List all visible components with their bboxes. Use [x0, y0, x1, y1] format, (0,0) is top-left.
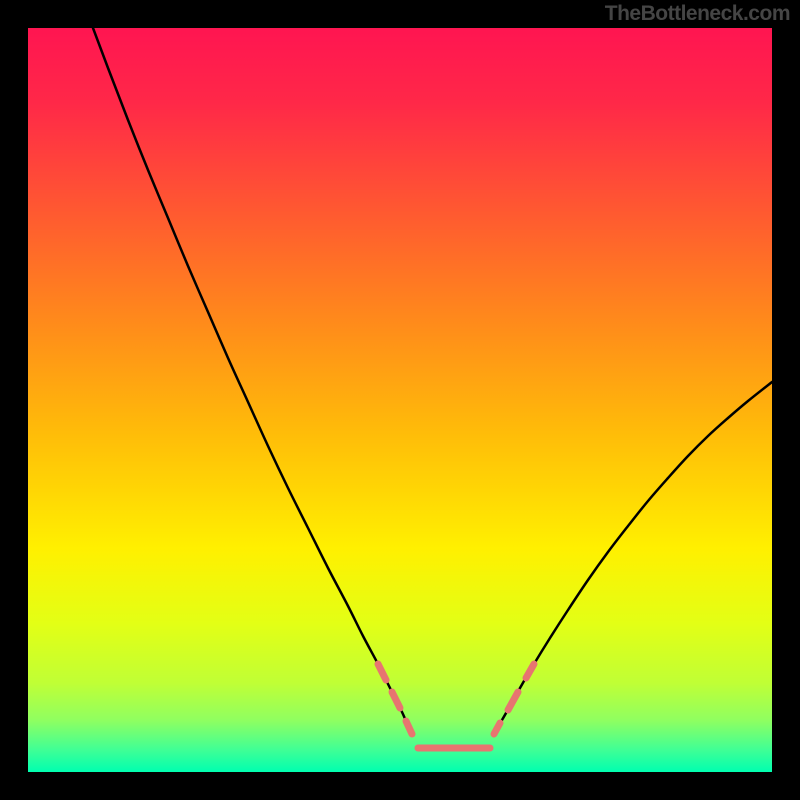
curves-layer [28, 28, 772, 772]
curve-right [496, 382, 772, 730]
dash-left-1 [392, 692, 400, 708]
plot-area [28, 28, 772, 772]
dash-left-2 [406, 721, 412, 734]
dash-right-2 [526, 664, 534, 678]
chart-frame: TheBottleneck.com [0, 0, 800, 800]
watermark-text: TheBottleneck.com [605, 2, 790, 26]
dash-left-0 [378, 664, 386, 680]
dash-right-1 [508, 692, 518, 710]
curve-left [93, 28, 410, 730]
dash-right-0 [494, 723, 500, 734]
